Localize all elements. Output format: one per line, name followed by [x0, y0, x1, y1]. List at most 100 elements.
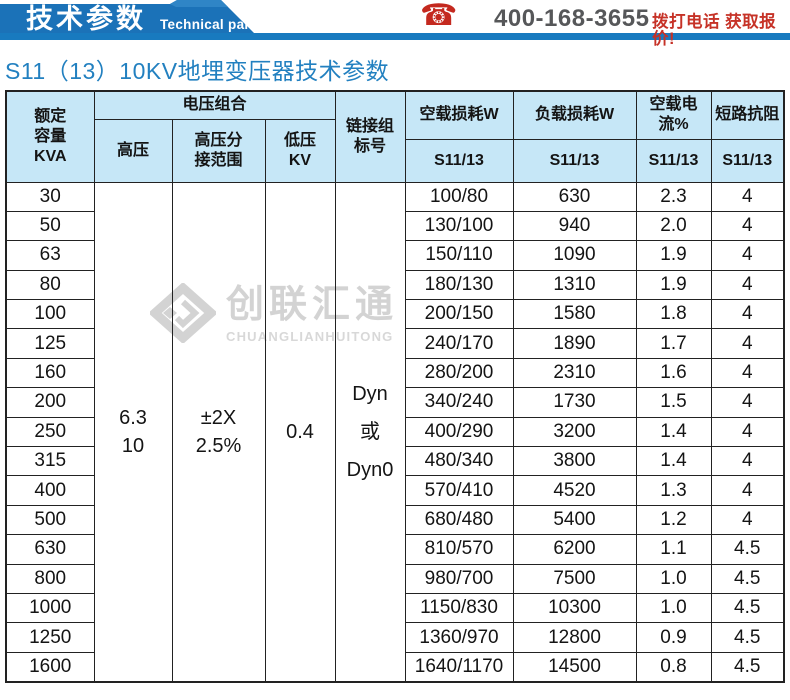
header-model-ll: S11/13 — [512, 138, 637, 183]
impedance-cell: 4.5 — [710, 622, 785, 653]
load-loss-cell: 1580 — [512, 299, 637, 330]
table-row: 100 200/150 1580 1.8 4 — [5, 299, 785, 330]
no-load-current-cell: 1.4 — [635, 446, 712, 477]
load-loss-cell: 14500 — [512, 651, 637, 683]
load-loss-cell: 12800 — [512, 622, 637, 653]
no-load-loss-cell: 680/480 — [404, 504, 514, 536]
table-row: 200 340/240 1730 1.5 4 — [5, 387, 785, 418]
capacity-cell: 1000 — [5, 592, 95, 624]
impedance-cell: 4.5 — [710, 651, 785, 683]
no-load-loss-cell: 480/340 — [404, 446, 514, 477]
no-load-current-cell: 1.8 — [635, 299, 712, 330]
load-loss-cell: 630 — [512, 181, 637, 212]
header-model-nll: S11/13 — [404, 138, 514, 183]
table-row: 160 280/200 2310 1.6 4 — [5, 357, 785, 389]
impedance-cell: 4.5 — [710, 592, 785, 624]
capacity-cell: 50 — [5, 210, 95, 242]
no-load-loss-cell: 240/170 — [404, 328, 514, 359]
phone-icon: ☎ — [420, 0, 458, 33]
header-no-load-loss: 空载损耗W — [404, 90, 514, 140]
no-load-loss-cell: 1360/970 — [404, 622, 514, 653]
no-load-current-cell: 1.7 — [635, 328, 712, 359]
no-load-loss-cell: 200/150 — [404, 299, 514, 330]
header-load-loss: 负载损耗W — [512, 90, 637, 140]
table-row: 315 480/340 3800 1.4 4 — [5, 446, 785, 477]
header-voltage-group: 电压组合 — [93, 90, 336, 120]
no-load-current-cell: 0.9 — [635, 622, 712, 653]
capacity-cell: 200 — [5, 387, 95, 418]
vector-group-value-cell: Dyn 或 Dyn0 — [334, 181, 406, 683]
no-load-current-cell: 2.0 — [635, 210, 712, 242]
no-load-loss-cell: 340/240 — [404, 387, 514, 418]
table-row: 80 180/130 1310 1.9 4 — [5, 269, 785, 301]
no-load-current-cell: 1.9 — [635, 269, 712, 301]
capacity-cell: 800 — [5, 563, 95, 594]
load-loss-cell: 940 — [512, 210, 637, 242]
load-loss-cell: 10300 — [512, 592, 637, 624]
hv-tap-value-cell: ±2X 2.5% — [171, 181, 266, 683]
load-loss-cell: 3800 — [512, 446, 637, 477]
no-load-loss-cell: 150/110 — [404, 240, 514, 271]
load-loss-cell: 1090 — [512, 240, 637, 271]
capacity-cell: 250 — [5, 416, 95, 448]
header-row-2: 高压 高压分 接范围 低压 KV — [6, 118, 784, 183]
no-load-current-cell: 1.0 — [635, 563, 712, 594]
no-load-current-cell: 1.9 — [635, 240, 712, 271]
impedance-cell: 4 — [710, 387, 785, 418]
topbar-title-en: Technical parameter — [160, 17, 297, 32]
header-row-1: 额定 容量 KVA 电压组合 链接组 标号 空载损耗W 负载损耗W 空载电流% … — [5, 90, 785, 183]
impedance-cell: 4.5 — [710, 563, 785, 594]
header-model-nlc: S11/13 — [635, 138, 712, 183]
table-row: 1250 1360/970 12800 0.9 4.5 — [5, 622, 785, 653]
impedance-cell: 4 — [710, 269, 785, 301]
impedance-cell: 4 — [710, 504, 785, 536]
no-load-loss-cell: 1640/1170 — [404, 651, 514, 683]
page-title: S11（13）10KV地埋变压器技术参数 — [5, 58, 390, 84]
phone-cta-text: 拨打电话 获取报价! — [652, 13, 777, 48]
header-capacity: 额定 容量 KVA — [5, 90, 95, 183]
table-row: 400 570/410 4520 1.3 4 — [5, 475, 785, 506]
impedance-cell: 4 — [710, 328, 785, 359]
header-row-3: S11/13 S11/13 S11/13 S11/13 — [6, 138, 785, 183]
topbar-title-cn: 技术参数 — [26, 4, 146, 34]
table-row: 63 150/110 1090 1.9 4 — [5, 240, 785, 271]
load-loss-cell: 2310 — [512, 357, 637, 389]
topbar: 技术参数 Technical parameter ☎ 400-168-3655 … — [0, 0, 790, 48]
table-row: 500 680/480 5400 1.2 4 — [5, 504, 785, 536]
parameters-table: 额定 容量 KVA 电压组合 链接组 标号 空载损耗W 负载损耗W 空载电流% … — [5, 90, 785, 683]
capacity-cell: 125 — [5, 328, 95, 359]
table-row: 250 400/290 3200 1.4 4 — [5, 416, 785, 448]
capacity-cell: 1250 — [5, 622, 95, 653]
impedance-cell: 4 — [710, 240, 785, 271]
impedance-cell: 4 — [710, 210, 785, 242]
hv-value-cell: 6.3 10 — [93, 181, 173, 683]
capacity-cell: 500 — [5, 504, 95, 536]
load-loss-cell: 5400 — [512, 504, 637, 536]
impedance-cell: 4 — [710, 416, 785, 448]
capacity-cell: 160 — [5, 357, 95, 389]
no-load-current-cell: 0.8 — [635, 651, 712, 683]
header-vector-group: 链接组 标号 — [334, 90, 406, 183]
header-no-load-current: 空载电流% — [635, 90, 712, 140]
table-row: 125 240/170 1890 1.7 4 — [5, 328, 785, 359]
table-row: 30 6.3 10 ±2X 2.5% 0.4 Dyn 或 Dyn0 100/80… — [5, 181, 785, 683]
capacity-cell: 630 — [5, 534, 95, 565]
table-row: 1000 1150/830 10300 1.0 4.5 — [5, 592, 785, 624]
phone-number: 400-168-3655 — [494, 5, 650, 32]
no-load-loss-cell: 100/80 — [404, 181, 514, 212]
header-hv-tap: 高压分 接范围 — [171, 118, 266, 183]
no-load-current-cell: 1.6 — [635, 357, 712, 389]
load-loss-cell: 1890 — [512, 328, 637, 359]
no-load-loss-cell: 980/700 — [404, 563, 514, 594]
banner-ribbon — [0, 0, 261, 40]
load-loss-cell: 1310 — [512, 269, 637, 301]
no-load-current-cell: 1.3 — [635, 475, 712, 506]
no-load-loss-cell: 1150/830 — [404, 592, 514, 624]
table-row: 630 810/570 6200 1.1 4.5 — [5, 534, 785, 565]
load-loss-cell: 4520 — [512, 475, 637, 506]
load-loss-cell: 3200 — [512, 416, 637, 448]
no-load-loss-cell: 130/100 — [404, 210, 514, 242]
capacity-cell: 400 — [5, 475, 95, 506]
impedance-cell: 4 — [710, 299, 785, 330]
load-loss-cell: 6200 — [512, 534, 637, 565]
